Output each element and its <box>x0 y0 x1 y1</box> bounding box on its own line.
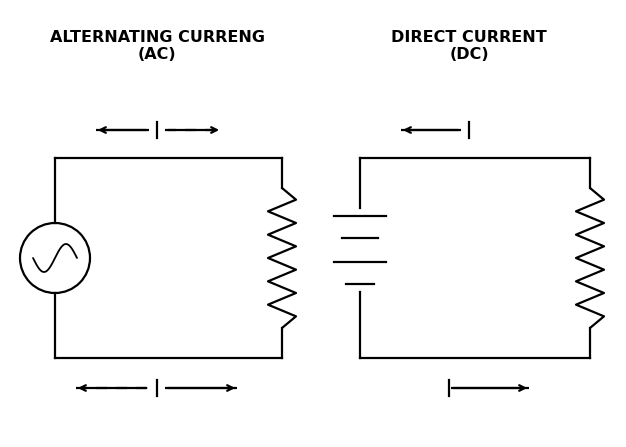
Text: ALTERNATING CURRENG
(AC): ALTERNATING CURRENG (AC) <box>49 30 265 63</box>
Text: DIRECT CURRENT
(DC): DIRECT CURRENT (DC) <box>391 30 547 63</box>
